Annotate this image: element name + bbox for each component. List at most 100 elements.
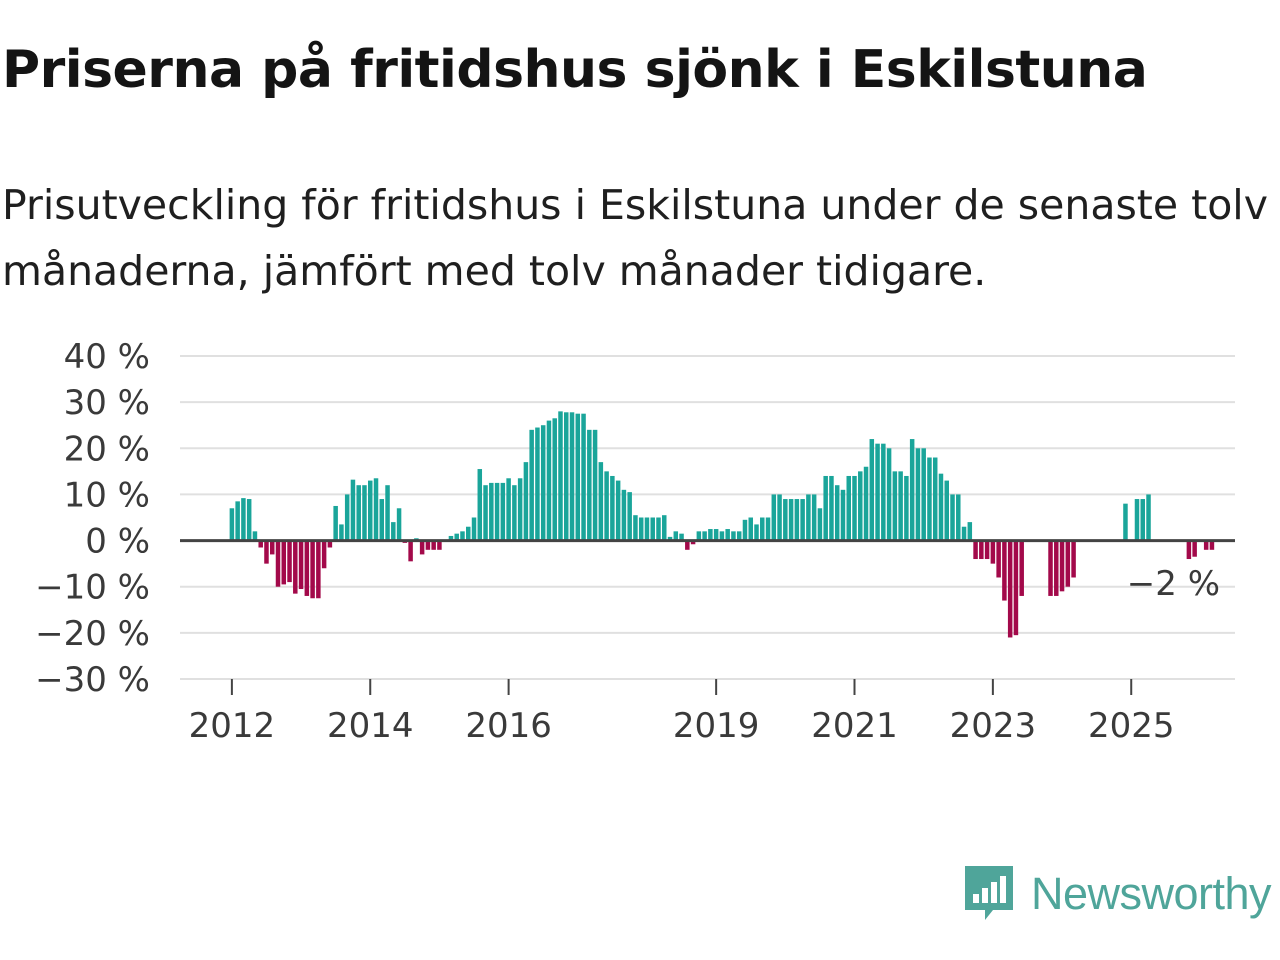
bar xyxy=(581,413,586,541)
bar xyxy=(950,494,955,541)
bar xyxy=(690,540,696,545)
bar xyxy=(483,485,488,541)
bar xyxy=(915,448,921,541)
bar xyxy=(517,478,523,541)
y-tick-label: −30 % xyxy=(35,660,150,700)
bar xyxy=(921,448,926,541)
bar xyxy=(748,517,753,541)
bar xyxy=(1209,540,1215,550)
bar xyxy=(783,499,788,541)
bar xyxy=(904,475,909,541)
bar xyxy=(523,462,529,541)
bar xyxy=(350,479,356,541)
bar xyxy=(1007,540,1013,638)
bar xyxy=(996,540,1001,578)
bar xyxy=(333,505,338,541)
bar xyxy=(875,443,880,541)
bar xyxy=(909,439,915,541)
bar xyxy=(1146,494,1151,541)
bar xyxy=(500,482,506,541)
bar xyxy=(1048,540,1053,596)
bar xyxy=(1186,540,1192,560)
bar xyxy=(662,515,667,541)
x-tick-label: 2012 xyxy=(189,706,276,746)
x-axis-ticks: 2012 2014 2016 2019 2021 2023 2025 xyxy=(189,679,1174,746)
brand-logo: Newsworthy xyxy=(963,864,1272,924)
bar xyxy=(316,540,321,599)
bar xyxy=(344,494,350,541)
bar xyxy=(869,439,875,541)
bar xyxy=(858,471,863,541)
bar xyxy=(1140,499,1146,541)
bar xyxy=(1019,540,1024,596)
bar xyxy=(881,443,886,541)
bar xyxy=(984,540,990,560)
x-tick-label: 2019 xyxy=(673,706,760,746)
bar xyxy=(1059,540,1065,592)
bar xyxy=(725,529,730,541)
bar xyxy=(696,531,702,541)
bar xyxy=(742,519,748,541)
bar xyxy=(829,475,834,541)
bar xyxy=(736,531,742,541)
bar xyxy=(800,499,805,541)
bar xyxy=(788,499,794,541)
bar xyxy=(811,494,817,541)
bar xyxy=(494,482,500,541)
bar xyxy=(540,425,546,541)
bar xyxy=(852,475,857,541)
bar xyxy=(356,485,361,541)
bar xyxy=(373,478,379,541)
bar xyxy=(529,429,534,541)
bar xyxy=(944,480,949,541)
bar xyxy=(846,475,851,541)
bar xyxy=(281,540,287,585)
bar xyxy=(575,413,581,541)
bar xyxy=(569,412,575,541)
x-tick-label: 2021 xyxy=(811,706,898,746)
bar xyxy=(979,540,984,560)
bar xyxy=(293,540,298,594)
bar xyxy=(235,501,240,541)
bar xyxy=(1071,540,1076,578)
bar xyxy=(419,540,425,555)
bar xyxy=(339,524,344,541)
bar xyxy=(304,540,310,596)
bar xyxy=(448,535,454,541)
bar xyxy=(592,429,598,541)
bar xyxy=(679,533,684,541)
bar xyxy=(627,492,632,541)
bar xyxy=(367,480,373,541)
bar xyxy=(967,522,973,541)
bar xyxy=(1054,540,1059,596)
bar xyxy=(650,517,655,541)
bar xyxy=(552,418,557,541)
bar xyxy=(771,494,777,541)
y-tick-label: 0 % xyxy=(85,522,150,562)
bar xyxy=(252,531,258,541)
bar xyxy=(1192,540,1197,557)
x-tick-label: 2016 xyxy=(465,706,552,746)
bar xyxy=(932,457,938,541)
bar xyxy=(512,485,517,541)
bar xyxy=(298,540,304,590)
bar xyxy=(898,471,903,541)
bar xyxy=(604,471,609,541)
bar xyxy=(863,466,869,541)
bar xyxy=(287,540,292,583)
bar xyxy=(685,540,690,550)
bar xyxy=(961,526,967,541)
bar xyxy=(719,531,725,541)
bar xyxy=(310,540,315,599)
bar-chart: 40 %30 %20 %10 %0 %−10 %−20 %−30 % 2012 2… xyxy=(35,337,1235,746)
bar xyxy=(477,469,483,541)
y-axis-ticks: 40 % 30 % 20 % 10 % 0 % −10 % −20 % −30 % xyxy=(35,337,150,700)
y-tick-label: 10 % xyxy=(64,475,150,515)
y-tick-label: 30 % xyxy=(64,383,150,423)
chart-title: Priserna på fritidshus sjönk i Eskilstun… xyxy=(2,40,1148,100)
bar xyxy=(454,533,459,541)
brand-name: Newsworthy xyxy=(1031,868,1272,919)
y-tick-label: −20 % xyxy=(35,614,150,654)
bar xyxy=(258,540,263,548)
bar xyxy=(633,515,638,541)
